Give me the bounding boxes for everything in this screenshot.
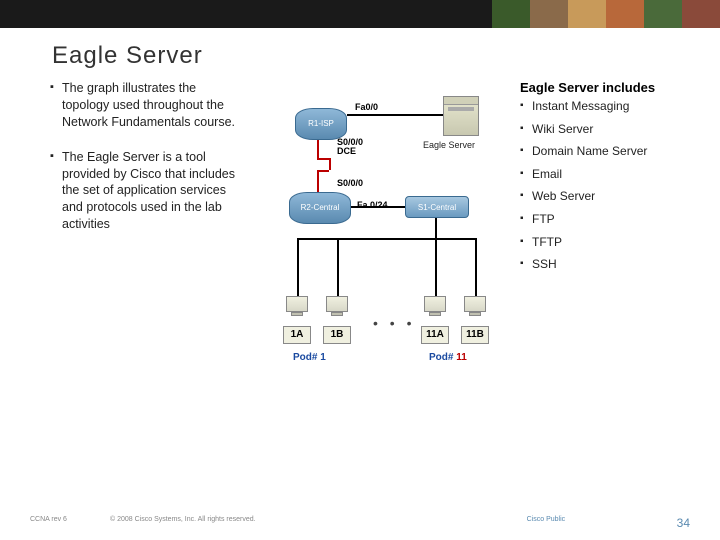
- header-band: [0, 0, 720, 28]
- right-item: TFTP: [520, 235, 695, 251]
- pc-label: 11A: [421, 326, 449, 344]
- band-photos: [492, 0, 720, 28]
- pod-label: Pod# 1: [293, 352, 326, 363]
- pc-label: 1A: [283, 326, 311, 344]
- link-line: [435, 218, 437, 238]
- link-line: [297, 238, 477, 240]
- left-bullet: The graph illustrates the topology used …: [50, 80, 245, 131]
- router-icon: R1-ISP: [295, 108, 347, 140]
- right-title: Eagle Server includes: [520, 80, 695, 95]
- router-r2: R2-Central: [289, 192, 351, 224]
- band-photo: [568, 0, 606, 28]
- server-label: Eagle Server: [423, 140, 475, 150]
- right-item: FTP: [520, 212, 695, 228]
- router-r1: R1-ISP: [295, 108, 347, 140]
- right-item: SSH: [520, 257, 695, 273]
- link-line: [475, 238, 477, 296]
- iface-fa00: Fa0/0: [355, 102, 378, 112]
- band-photo: [682, 0, 720, 28]
- diagram-column: R1-ISP Fa0/0 Eagle Server S0/0/0DCE S0/0…: [265, 80, 505, 410]
- left-column: The graph illustrates the topology used …: [50, 80, 265, 410]
- router-icon: R2-Central: [289, 192, 351, 224]
- footer-copyright: © 2008 Cisco Systems, Inc. All rights re…: [110, 516, 527, 530]
- iface-s000dce: S0/0/0DCE: [337, 138, 363, 156]
- left-bullet: The Eagle Server is a tool provided by C…: [50, 149, 245, 233]
- link-line: [351, 206, 405, 208]
- right-item: Web Server: [520, 189, 695, 205]
- pc: 11A: [421, 296, 449, 322]
- page-number: 34: [677, 516, 690, 530]
- band-photo: [606, 0, 644, 28]
- content-row: The graph illustrates the topology used …: [0, 80, 720, 410]
- band-photo: [530, 0, 568, 28]
- right-item: Domain Name Server: [520, 144, 695, 160]
- pc: 1B: [323, 296, 351, 322]
- pc: 1A: [283, 296, 311, 322]
- switch-label: S1-Central: [418, 203, 456, 212]
- footer: CCNA rev 6 © 2008 Cisco Systems, Inc. Al…: [0, 516, 720, 530]
- footer-revision: CCNA rev 6: [30, 516, 110, 530]
- iface-s000: S0/0/0: [337, 178, 363, 188]
- right-item: Wiki Server: [520, 122, 695, 138]
- band-photo: [492, 0, 530, 28]
- link-line: [435, 238, 437, 296]
- serial-link: [317, 170, 319, 192]
- switch-s1: S1-Central: [405, 196, 469, 218]
- router-label: R2-Central: [301, 204, 340, 212]
- pc-label: 11B: [461, 326, 489, 344]
- link-line: [337, 238, 339, 296]
- left-bullets: The graph illustrates the topology used …: [50, 80, 245, 233]
- serial-link: [317, 158, 329, 160]
- ellipsis-dots: • • •: [373, 315, 415, 331]
- link-line: [347, 114, 443, 116]
- iface-fa024: Fa 0/24: [357, 200, 388, 210]
- right-list: Instant Messaging Wiki Server Domain Nam…: [520, 99, 695, 273]
- serial-link: [317, 140, 319, 158]
- router-label: R1-ISP: [308, 120, 334, 128]
- topology-diagram: R1-ISP Fa0/0 Eagle Server S0/0/0DCE S0/0…: [265, 80, 505, 410]
- right-item: Email: [520, 167, 695, 183]
- band-photo: [644, 0, 682, 28]
- footer-classification: Cisco Public: [527, 516, 677, 530]
- page-title: Eagle Server: [52, 42, 720, 70]
- server-icon: [443, 96, 479, 136]
- pc-label: 1B: [323, 326, 351, 344]
- serial-link: [329, 158, 331, 170]
- pod-label: Pod# 11: [429, 352, 467, 363]
- link-line: [297, 238, 299, 296]
- right-column: Eagle Server includes Instant Messaging …: [505, 80, 695, 410]
- right-item: Instant Messaging: [520, 99, 695, 115]
- pc: 11B: [461, 296, 489, 322]
